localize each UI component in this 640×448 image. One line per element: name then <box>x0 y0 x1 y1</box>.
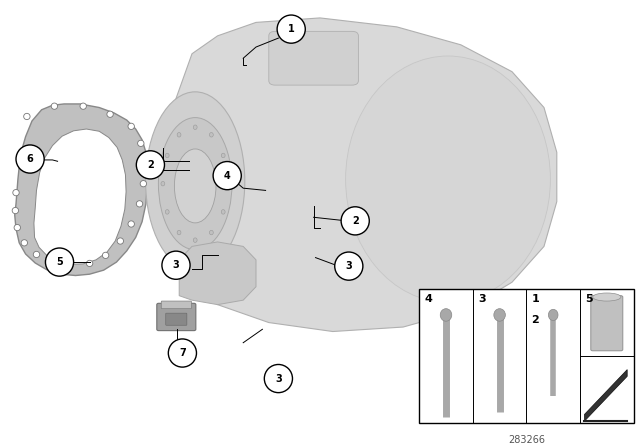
Text: 2: 2 <box>147 160 154 170</box>
Text: 4: 4 <box>424 294 432 304</box>
Text: 3: 3 <box>346 261 352 271</box>
Ellipse shape <box>158 118 232 250</box>
Ellipse shape <box>213 162 241 190</box>
Text: 3: 3 <box>173 260 179 270</box>
Ellipse shape <box>221 153 225 158</box>
Ellipse shape <box>136 201 143 207</box>
Text: 6: 6 <box>27 154 33 164</box>
Ellipse shape <box>128 221 134 227</box>
Ellipse shape <box>177 230 181 235</box>
Ellipse shape <box>209 133 213 137</box>
Ellipse shape <box>168 339 196 367</box>
Polygon shape <box>179 242 256 305</box>
FancyBboxPatch shape <box>161 301 191 309</box>
FancyBboxPatch shape <box>269 31 358 85</box>
Ellipse shape <box>146 92 244 271</box>
FancyBboxPatch shape <box>419 289 634 423</box>
Text: 2: 2 <box>531 315 540 325</box>
Ellipse shape <box>548 310 558 321</box>
Text: 1: 1 <box>288 24 294 34</box>
Ellipse shape <box>102 252 109 258</box>
Ellipse shape <box>193 238 197 242</box>
Ellipse shape <box>440 309 452 321</box>
FancyBboxPatch shape <box>166 313 187 325</box>
Ellipse shape <box>162 251 190 279</box>
Ellipse shape <box>51 103 58 109</box>
Ellipse shape <box>165 153 169 158</box>
Ellipse shape <box>264 365 292 392</box>
Ellipse shape <box>346 56 550 302</box>
Text: 3: 3 <box>275 374 282 383</box>
Ellipse shape <box>593 293 621 301</box>
Ellipse shape <box>138 140 144 146</box>
Text: 3: 3 <box>478 294 486 304</box>
Text: 4: 4 <box>224 171 230 181</box>
Text: 1: 1 <box>531 294 540 304</box>
Ellipse shape <box>209 230 213 235</box>
Ellipse shape <box>66 263 72 269</box>
Ellipse shape <box>177 133 181 137</box>
Ellipse shape <box>128 123 134 129</box>
Polygon shape <box>173 18 557 332</box>
Polygon shape <box>15 104 147 276</box>
Ellipse shape <box>136 151 164 179</box>
Text: 7: 7 <box>179 348 186 358</box>
Polygon shape <box>584 370 627 421</box>
Ellipse shape <box>141 160 147 167</box>
Ellipse shape <box>174 149 216 223</box>
Ellipse shape <box>33 251 40 258</box>
Ellipse shape <box>226 181 229 186</box>
Ellipse shape <box>193 125 197 129</box>
Text: 5: 5 <box>585 294 593 304</box>
Ellipse shape <box>140 181 147 187</box>
Ellipse shape <box>13 190 19 196</box>
Ellipse shape <box>14 224 20 231</box>
Ellipse shape <box>277 15 305 43</box>
FancyBboxPatch shape <box>591 296 623 351</box>
Ellipse shape <box>21 240 28 246</box>
Ellipse shape <box>341 207 369 235</box>
Text: 5: 5 <box>56 257 63 267</box>
Ellipse shape <box>80 103 86 109</box>
Polygon shape <box>34 129 126 264</box>
Ellipse shape <box>12 207 19 214</box>
Ellipse shape <box>335 252 363 280</box>
Ellipse shape <box>107 111 113 117</box>
Text: 283266: 283266 <box>508 435 545 444</box>
Ellipse shape <box>48 259 54 265</box>
Ellipse shape <box>24 113 30 120</box>
Ellipse shape <box>165 210 169 214</box>
Ellipse shape <box>86 260 93 267</box>
Ellipse shape <box>161 181 165 186</box>
Ellipse shape <box>45 248 74 276</box>
FancyBboxPatch shape <box>157 303 196 331</box>
Ellipse shape <box>16 145 44 173</box>
Text: 2: 2 <box>352 216 358 226</box>
Ellipse shape <box>221 210 225 214</box>
Ellipse shape <box>117 238 124 244</box>
Ellipse shape <box>494 309 506 321</box>
